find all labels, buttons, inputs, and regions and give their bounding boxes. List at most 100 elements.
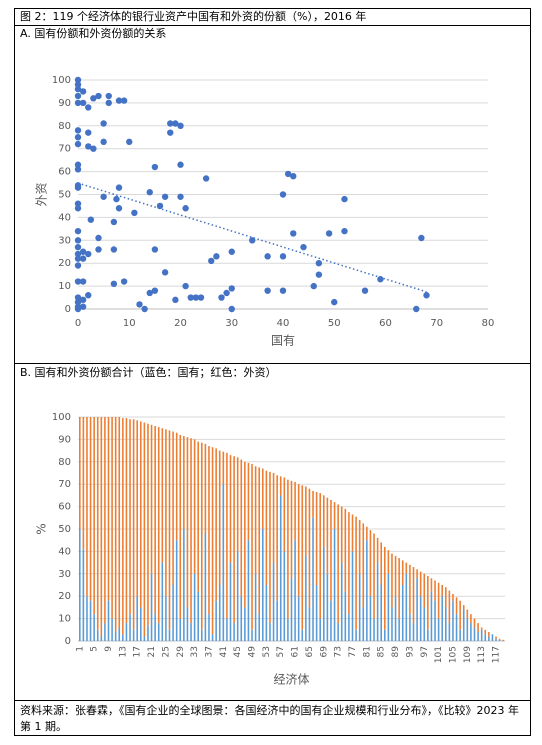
bar-segment bbox=[498, 639, 501, 641]
bar-segment bbox=[470, 614, 472, 624]
bar-segment bbox=[308, 488, 311, 608]
bar-segment bbox=[445, 607, 447, 641]
bar-segment bbox=[297, 484, 300, 597]
bar-segment bbox=[132, 629, 135, 641]
scatter-point bbox=[279, 191, 287, 198]
scatter-point bbox=[105, 99, 112, 107]
bar-segment bbox=[330, 600, 332, 641]
bar-segment bbox=[394, 555, 397, 597]
scatter-point bbox=[182, 282, 189, 290]
bar-segment bbox=[344, 591, 347, 641]
scatter-point bbox=[85, 104, 92, 111]
bar-segment bbox=[136, 596, 138, 641]
scatter-point bbox=[126, 138, 133, 146]
bar-segment bbox=[118, 627, 121, 641]
bar-segment bbox=[233, 623, 235, 641]
scatter-point bbox=[74, 166, 82, 173]
scatter-point bbox=[74, 161, 82, 168]
x-tick-label: 41 bbox=[219, 646, 229, 657]
bar-segment bbox=[376, 537, 379, 563]
x-tick-label: 81 bbox=[362, 646, 372, 657]
scatter-point bbox=[331, 298, 338, 306]
scatter-point bbox=[310, 282, 317, 290]
scatter-point bbox=[74, 294, 82, 301]
scatter-point bbox=[90, 145, 97, 152]
bar-segment bbox=[276, 475, 278, 601]
bar-segment bbox=[330, 499, 332, 601]
bar-segment bbox=[190, 623, 192, 641]
bar-segment bbox=[294, 540, 296, 641]
bar-segment bbox=[272, 562, 275, 641]
scatter-point bbox=[74, 200, 82, 207]
bar-segment bbox=[186, 607, 189, 641]
bar-segment bbox=[337, 504, 339, 624]
bar-segment bbox=[373, 533, 375, 619]
y-tick-label: 20 bbox=[58, 258, 71, 269]
scatter-point bbox=[167, 129, 174, 136]
bar-segment bbox=[312, 517, 314, 641]
bar-segment bbox=[294, 481, 296, 541]
scatter-point bbox=[161, 193, 169, 200]
scatter-point bbox=[74, 184, 82, 191]
bar-segment bbox=[448, 623, 451, 641]
bar-segment bbox=[201, 442, 203, 630]
bar-segment bbox=[272, 473, 275, 563]
bar-segment bbox=[480, 629, 483, 641]
bar-segment bbox=[104, 417, 106, 624]
bar-segment bbox=[441, 585, 443, 597]
bar-segment bbox=[488, 636, 490, 641]
scatter-point bbox=[213, 253, 220, 260]
scatter-point bbox=[74, 134, 82, 141]
bar-segment bbox=[323, 546, 325, 641]
bar-segment bbox=[351, 551, 354, 641]
bar-segment bbox=[423, 607, 426, 641]
scatter-point bbox=[418, 234, 425, 242]
scatter-point bbox=[218, 294, 225, 301]
scatter-point bbox=[95, 92, 102, 100]
scatter-point bbox=[74, 262, 82, 269]
bar-segment bbox=[398, 558, 400, 619]
bar-segment bbox=[254, 466, 257, 574]
bar-segment bbox=[495, 638, 497, 641]
bar-segment bbox=[218, 450, 221, 585]
bar-segment bbox=[290, 480, 293, 579]
bar-segment bbox=[409, 614, 411, 641]
x-tick-label: 77 bbox=[348, 646, 358, 657]
bar-segment bbox=[140, 421, 142, 608]
bar-segment bbox=[244, 607, 246, 641]
bar-segment bbox=[305, 486, 307, 556]
x-tick-label: 45 bbox=[233, 646, 243, 657]
bar-segment bbox=[301, 485, 304, 630]
bar-segment bbox=[358, 573, 361, 641]
bar-segment bbox=[132, 419, 135, 630]
scatter-point bbox=[79, 99, 87, 107]
bar-segment bbox=[201, 629, 203, 641]
bar-segment bbox=[107, 600, 110, 641]
y-axis-label: % bbox=[35, 523, 49, 534]
bar-segment bbox=[258, 614, 260, 641]
bar-segment bbox=[190, 438, 192, 624]
bar-segment bbox=[107, 417, 110, 601]
y-tick-label: 0 bbox=[65, 636, 71, 647]
scatter-point bbox=[423, 292, 430, 299]
scatter-point bbox=[105, 92, 112, 100]
bar-segment bbox=[244, 461, 246, 608]
x-tick-label: 20 bbox=[174, 318, 187, 329]
bar-segment bbox=[427, 576, 429, 630]
x-tick-label: 70 bbox=[430, 318, 443, 329]
bar-segment bbox=[326, 573, 329, 641]
y-tick-label: 20 bbox=[58, 591, 71, 602]
scatter-point bbox=[151, 287, 159, 294]
bar-segment bbox=[484, 629, 487, 635]
x-axis-label: 经济体 bbox=[273, 672, 309, 687]
y-tick-label: 80 bbox=[58, 121, 71, 132]
y-tick-label: 40 bbox=[58, 212, 71, 223]
bar-segment bbox=[154, 425, 156, 615]
bar-segment bbox=[161, 562, 164, 641]
bar-segment bbox=[279, 495, 282, 641]
scatter-point bbox=[228, 248, 235, 255]
scatter-point bbox=[172, 296, 179, 304]
bar-segment bbox=[150, 424, 153, 574]
frame bbox=[14, 8, 531, 736]
